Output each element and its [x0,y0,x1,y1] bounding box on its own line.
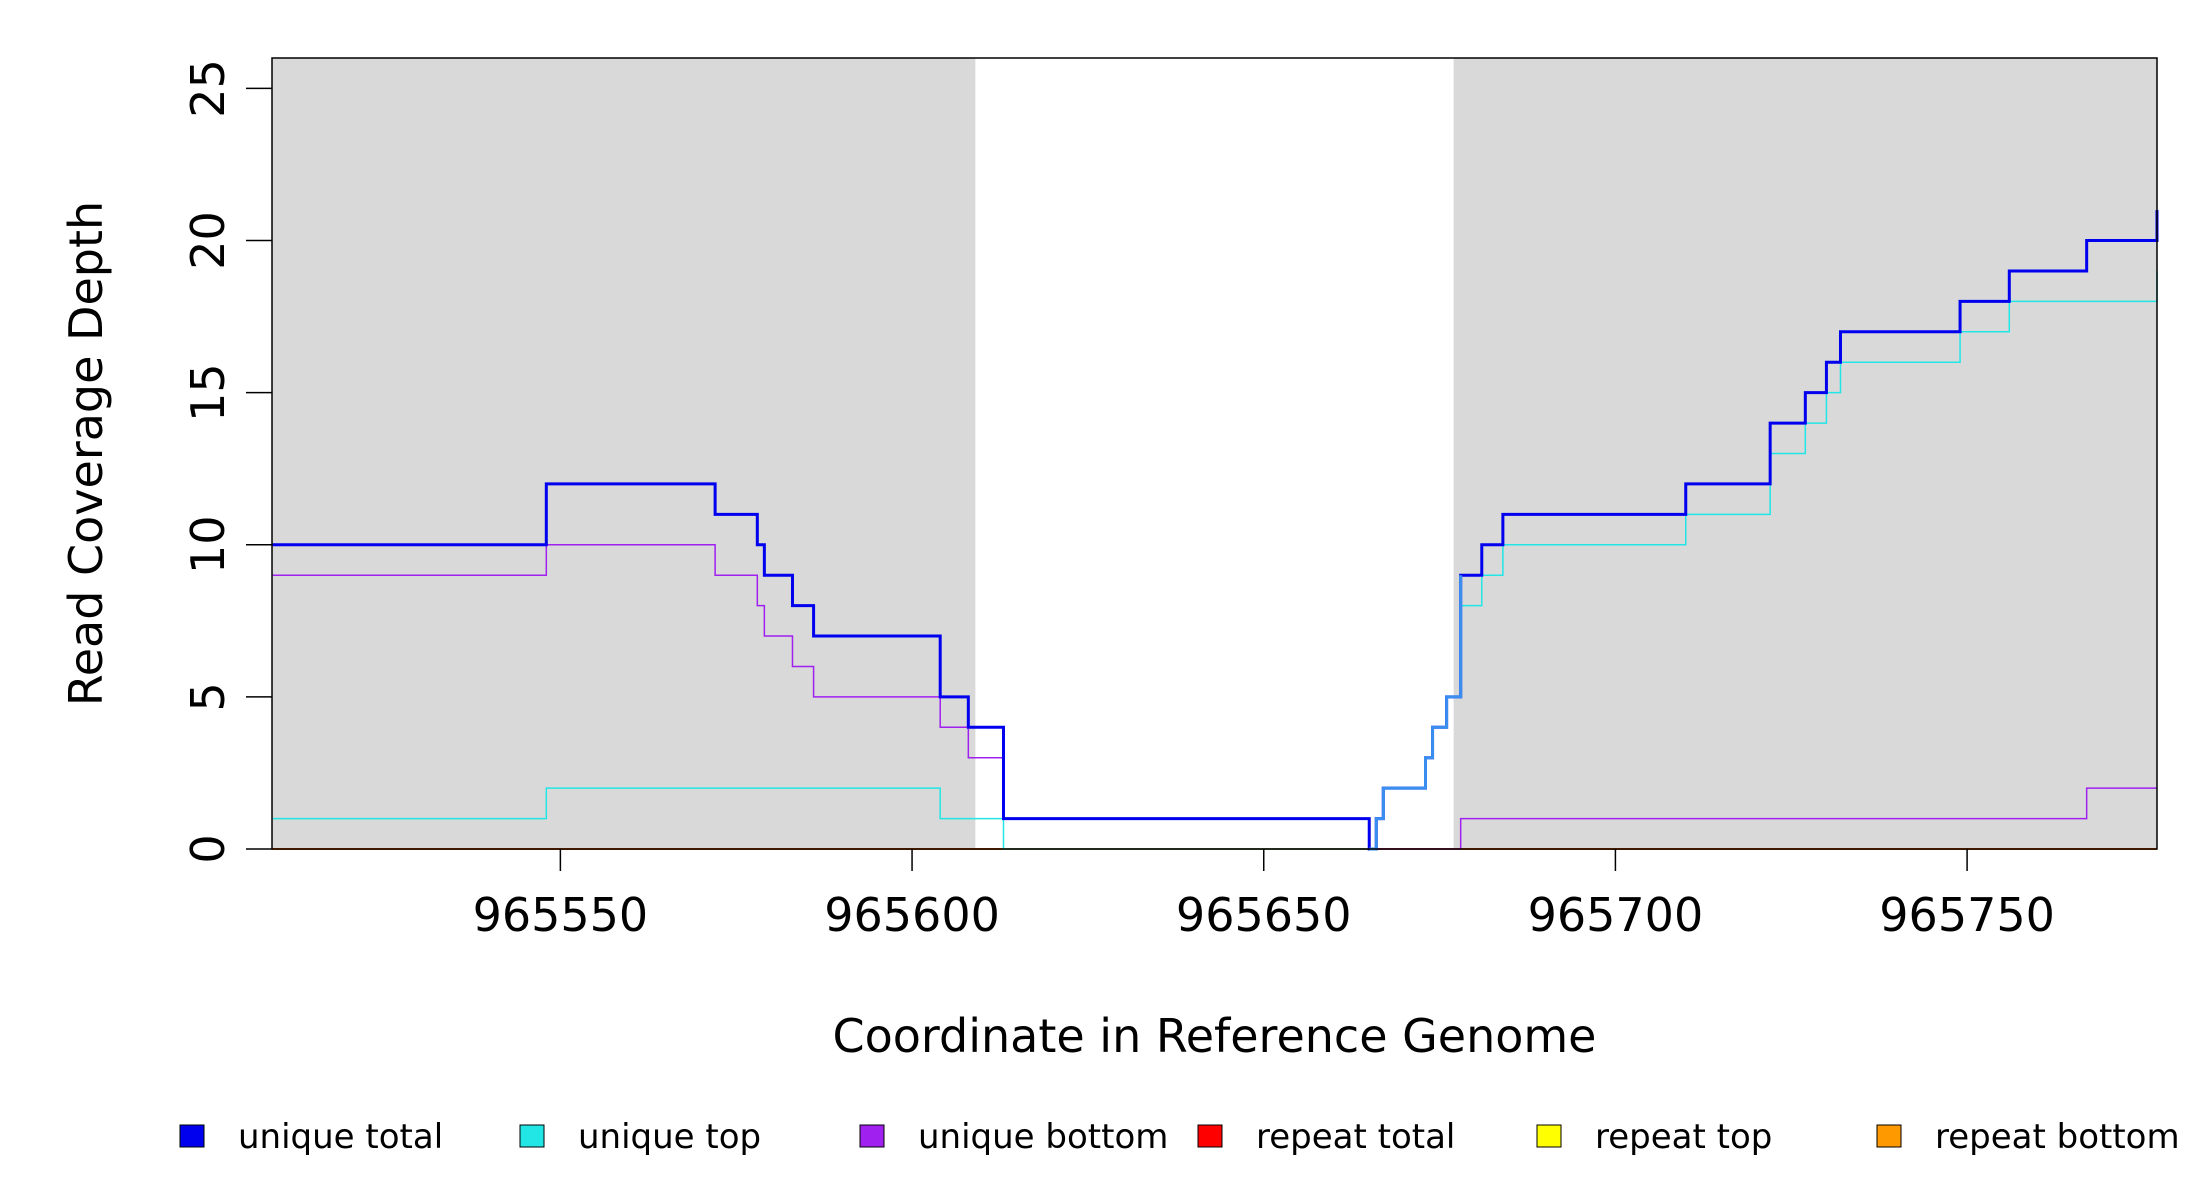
legend: unique total unique top unique bottom repea… [179,1117,2180,1157]
legend-swatch-unique-top [519,1124,545,1148]
legend-label-unique-total: unique total [238,1117,443,1157]
y-axis: 0 5 10 15 20 25 [181,59,272,864]
y-tick-label: 25 [181,59,235,118]
legend-label-repeat-top: repeat top [1595,1117,1772,1157]
x-tick-label: 965550 [473,888,649,942]
x-axis: 965550 965600 965650 965700 965750 [473,849,2055,942]
y-tick-label: 15 [181,363,235,422]
shaded-regions [272,58,2157,849]
legend-swatch-repeat-bottom [1876,1124,1902,1148]
legend-swatch-repeat-top [1536,1124,1562,1148]
legend-label-repeat-total: repeat total [1256,1117,1455,1157]
y-axis-title: Read Coverage Depth [59,201,113,706]
legend-swatch-repeat-total [1197,1124,1223,1148]
legend-label-unique-top: unique top [578,1117,761,1157]
y-tick-label: 10 [181,515,235,574]
x-tick-label: 965650 [1176,888,1352,942]
legend-label-unique-bottom: unique bottom [918,1117,1168,1157]
legend-swatch-unique-bottom [859,1124,885,1148]
x-tick-label: 965750 [1879,888,2055,942]
x-tick-label: 965600 [824,888,1000,942]
shaded-region-1 [272,58,976,849]
y-tick-label: 20 [181,211,235,270]
legend-label-repeat-bottom: repeat bottom [1935,1117,2180,1157]
plot-frame [271,57,2158,850]
series-overlap-line [1369,575,1463,851]
y-tick-label: 0 [181,834,235,863]
x-tick-label: 965700 [1528,888,1704,942]
y-tick-label: 5 [181,682,235,711]
legend-swatch-unique-total [179,1124,205,1148]
x-axis-title: Coordinate in Reference Genome [833,1009,1597,1063]
